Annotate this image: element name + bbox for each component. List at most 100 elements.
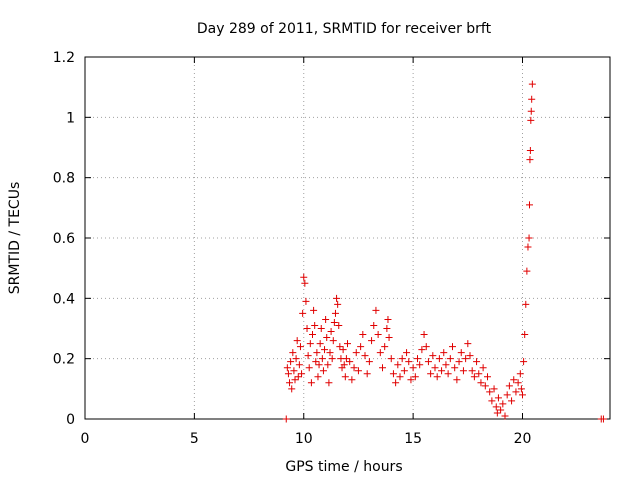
x-axis-label: GPS time / hours <box>285 459 402 475</box>
x-tick-label: 20 <box>514 431 532 447</box>
y-axis-label: SRMTID / TECUs <box>7 182 23 295</box>
data-point <box>449 343 456 351</box>
data-point <box>288 385 296 393</box>
data-point <box>324 361 332 369</box>
data-point <box>350 364 358 372</box>
data-point <box>457 349 465 357</box>
data-point <box>330 318 338 326</box>
data-point <box>312 358 320 366</box>
data-point <box>357 343 365 351</box>
data-point <box>348 376 356 384</box>
data-point <box>497 406 505 414</box>
data-point <box>490 385 498 393</box>
data-point <box>326 349 334 357</box>
data-point <box>352 349 360 357</box>
data-point <box>455 358 463 366</box>
data-point <box>528 80 536 88</box>
data-point <box>333 294 341 302</box>
data-point <box>453 376 461 384</box>
data-point <box>429 352 437 360</box>
y-tick-label: 0.8 <box>53 171 75 187</box>
data-point <box>442 361 450 369</box>
data-point <box>435 355 443 363</box>
data-point <box>328 355 336 363</box>
data-point <box>416 361 424 369</box>
data-point <box>420 331 428 339</box>
data-point <box>309 331 316 339</box>
data-point <box>499 400 507 408</box>
data-point <box>298 370 306 378</box>
data-point <box>376 349 384 357</box>
data-point <box>290 367 298 375</box>
data-point <box>310 306 318 314</box>
data-point <box>334 300 342 308</box>
data-point <box>444 370 452 378</box>
data-point <box>329 337 337 345</box>
data-point <box>525 234 533 242</box>
data-point <box>424 358 432 366</box>
data-point <box>468 367 476 375</box>
data-point <box>422 343 430 351</box>
data-point <box>505 382 513 390</box>
grid <box>85 57 610 419</box>
y-tick-label: 0.4 <box>53 291 75 307</box>
data-point <box>477 379 485 387</box>
data-point <box>295 361 303 369</box>
data-point <box>433 373 441 381</box>
data-point <box>325 379 333 387</box>
data-point <box>527 107 535 115</box>
data-point <box>484 373 491 381</box>
data-point <box>305 364 313 372</box>
data-point <box>414 355 421 363</box>
data-point <box>289 349 297 357</box>
data-point <box>301 279 309 287</box>
data-point <box>523 267 531 275</box>
data-point <box>481 382 489 390</box>
data-point <box>293 337 301 345</box>
data-point <box>394 361 402 369</box>
data-point <box>519 391 526 399</box>
data-point <box>291 376 299 384</box>
data-point <box>372 306 380 314</box>
data-point <box>462 355 470 363</box>
data-point <box>341 373 349 381</box>
data-point <box>517 385 525 393</box>
data-point <box>493 409 501 417</box>
data-point <box>475 370 483 378</box>
data-point <box>331 309 339 317</box>
data-point <box>409 364 417 372</box>
data-point <box>464 340 472 348</box>
axis-ticks: 0 5 10 15 20 0 0.2 0.4 0.6 0.8 1 1.2 <box>53 50 610 447</box>
data-point <box>520 358 528 366</box>
data-point <box>381 343 389 351</box>
data-point <box>361 352 369 360</box>
data-point <box>492 403 500 411</box>
data-point <box>405 358 413 366</box>
data-point <box>411 373 419 381</box>
data-point <box>365 358 373 366</box>
data-point <box>522 300 530 308</box>
data-point <box>521 331 529 339</box>
data-point <box>526 156 534 164</box>
data-point <box>284 370 292 378</box>
chart-title: Day 289 of 2011, SRMTID for receiver brf… <box>197 21 492 37</box>
data-point <box>307 379 315 387</box>
data-point <box>318 355 326 363</box>
data-point <box>400 367 408 375</box>
data-point <box>438 367 446 375</box>
data-point <box>385 334 393 342</box>
data-point <box>392 379 400 387</box>
data-point <box>306 340 314 348</box>
data-point <box>359 331 367 339</box>
data-point <box>363 370 371 378</box>
data-point <box>508 397 516 405</box>
data-point <box>466 352 474 360</box>
data-point <box>470 373 478 381</box>
data-point <box>311 321 319 329</box>
data-point <box>346 358 354 366</box>
data-point <box>314 373 322 381</box>
data-point <box>304 352 312 360</box>
data-point <box>294 373 302 381</box>
data-point <box>526 201 533 209</box>
